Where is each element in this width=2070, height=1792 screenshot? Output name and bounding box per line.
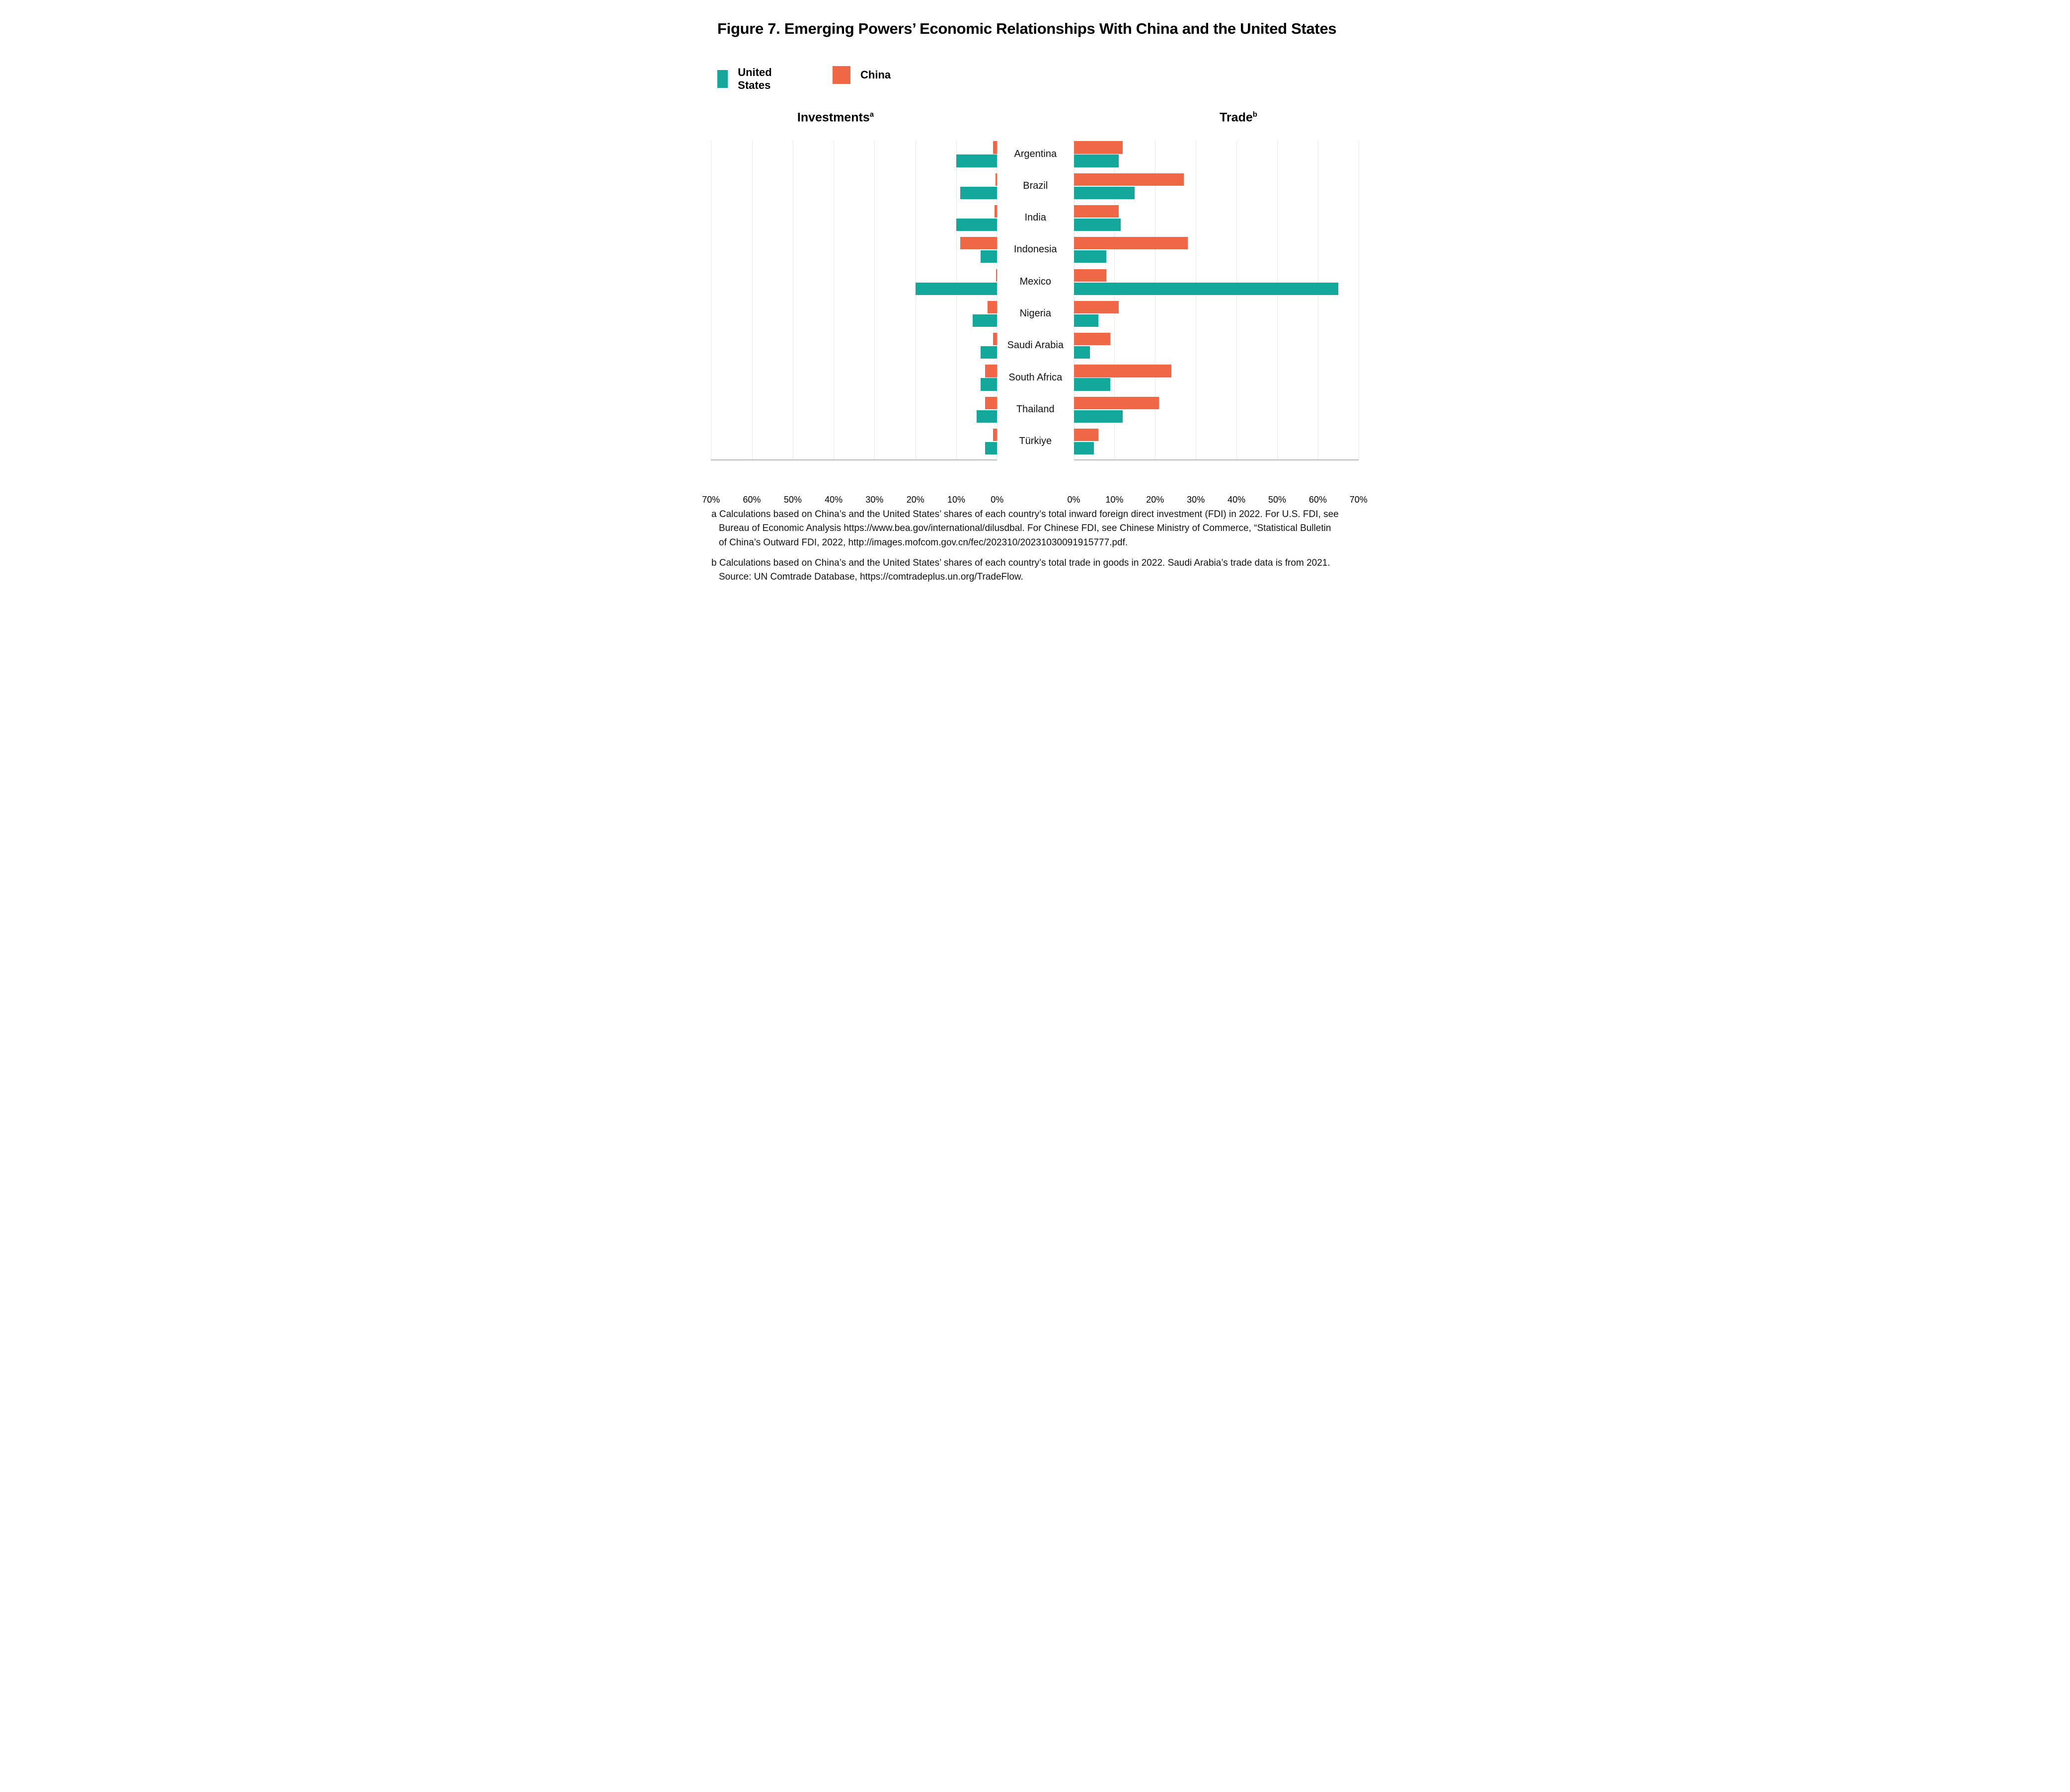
country-label-indonesia: Indonesia bbox=[1013, 244, 1057, 255]
country-label-mexico: Mexico bbox=[1019, 276, 1051, 287]
right-gridline bbox=[1114, 141, 1115, 460]
bar-investment-united-states-brazil bbox=[960, 186, 997, 199]
bar-investment-china-saudi-arabia bbox=[993, 333, 997, 346]
bar-trade-united-states-india bbox=[1073, 218, 1121, 231]
investments-footnote-marker: a bbox=[869, 110, 874, 119]
bar-investment-china-mexico bbox=[996, 269, 997, 282]
bar-investment-china-india bbox=[994, 205, 997, 218]
bar-trade-united-states-indonesia bbox=[1073, 250, 1107, 263]
trade-panel-header: Tradeb bbox=[1139, 110, 1338, 125]
left-axis-tick-label: 30% bbox=[865, 495, 884, 505]
left-axis-tick-label: 40% bbox=[825, 495, 843, 505]
bar-investment-china-thailand bbox=[985, 396, 997, 409]
country-label-india: India bbox=[1024, 212, 1046, 224]
country-label-thailand: Thailand bbox=[1016, 403, 1055, 415]
bar-trade-china-indonesia bbox=[1073, 237, 1188, 250]
country-label-south-africa: South Africa bbox=[1008, 372, 1063, 383]
trade-axis-line bbox=[1073, 459, 1359, 460]
right-axis-tick-label: 50% bbox=[1268, 495, 1287, 505]
right-axis-tick-label: 70% bbox=[1349, 495, 1368, 505]
left-gridline bbox=[956, 141, 957, 460]
right-gridline bbox=[1277, 141, 1278, 460]
left-axis-tick-label: 20% bbox=[906, 495, 924, 505]
country-label-brazil: Brazil bbox=[1023, 180, 1048, 191]
legend-label-china: China bbox=[860, 69, 891, 81]
bar-investment-united-states-india bbox=[956, 218, 997, 231]
investments-axis-line bbox=[711, 459, 997, 460]
bar-trade-united-states-south-africa bbox=[1073, 378, 1111, 391]
bar-investment-united-states-indonesia bbox=[981, 250, 997, 263]
bar-trade-china-india bbox=[1073, 205, 1119, 218]
bar-trade-china-south-africa bbox=[1073, 365, 1172, 377]
bar-investment-china-indonesia bbox=[960, 237, 997, 250]
bar-investment-united-states-south-africa bbox=[981, 378, 997, 391]
bar-investment-china-brazil bbox=[996, 173, 997, 186]
left-axis-tick-label: 50% bbox=[783, 495, 802, 505]
bar-trade-china-t-rkiye bbox=[1073, 429, 1098, 442]
right-axis-tick-label: 0% bbox=[1067, 495, 1080, 505]
investments-panel-header: Investmentsa bbox=[736, 110, 935, 125]
bar-investment-united-states-nigeria bbox=[972, 314, 997, 327]
bar-trade-china-saudi-arabia bbox=[1073, 333, 1111, 346]
bar-trade-china-argentina bbox=[1073, 141, 1123, 154]
bar-investment-united-states-mexico bbox=[915, 282, 997, 295]
diverging-bar-chart: 70% 60% 50% 40% 30% 20% 10% 0% 0% 10% 20% 30% 40% 50%… bbox=[690, 0, 1380, 597]
legend-item-china: China bbox=[833, 66, 891, 84]
right-axis-tick-label: 40% bbox=[1227, 495, 1246, 505]
united-states-swatch-icon bbox=[717, 70, 728, 88]
bar-trade-united-states-brazil bbox=[1073, 186, 1135, 199]
bar-investment-united-states-thailand bbox=[977, 410, 997, 423]
bar-trade-united-states-nigeria bbox=[1073, 314, 1098, 327]
bar-investment-united-states-t-rkiye bbox=[985, 442, 997, 455]
right-axis-tick-label: 30% bbox=[1187, 495, 1205, 505]
figure-title: Figure 7. Emerging Powers’ Economic Rela… bbox=[717, 20, 1337, 37]
left-axis-tick-label: 0% bbox=[991, 495, 1004, 505]
bar-trade-china-nigeria bbox=[1073, 300, 1119, 314]
bar-investment-china-south-africa bbox=[985, 365, 997, 377]
footnote-a: a Calculations based on China’s and the … bbox=[711, 509, 1339, 548]
trade-footnote-marker: b bbox=[1252, 110, 1257, 119]
legend-label-united-states: United States bbox=[738, 66, 772, 91]
bar-investment-china-t-rkiye bbox=[993, 429, 997, 442]
left-gridline bbox=[874, 141, 875, 460]
right-gridline bbox=[1236, 141, 1237, 460]
bar-trade-united-states-thailand bbox=[1073, 410, 1123, 423]
bar-investment-china-nigeria bbox=[988, 300, 997, 314]
figure-page: Figure 7. Emerging Powers’ Economic Rela… bbox=[690, 0, 1380, 597]
right-axis-tick-label: 60% bbox=[1308, 495, 1327, 505]
bar-trade-china-mexico bbox=[1073, 269, 1107, 282]
left-axis-tick-label: 70% bbox=[702, 495, 720, 505]
bar-trade-china-brazil bbox=[1073, 173, 1184, 186]
bar-investment-united-states-saudi-arabia bbox=[981, 346, 997, 359]
bar-trade-united-states-mexico bbox=[1073, 282, 1338, 295]
bar-investment-united-states-argentina bbox=[956, 154, 997, 167]
bar-investment-china-argentina bbox=[993, 141, 997, 154]
trade-header-text: Trade bbox=[1220, 110, 1253, 125]
bar-trade-united-states-argentina bbox=[1073, 154, 1119, 167]
left-axis-tick-label: 10% bbox=[947, 495, 966, 505]
investments-header-text: Investments bbox=[797, 110, 870, 125]
footnote-b: b Calculations based on China’s and the … bbox=[711, 558, 1330, 583]
left-gridline bbox=[752, 141, 753, 460]
china-swatch-icon bbox=[833, 66, 850, 84]
country-label-t-rkiye: Türkiye bbox=[1019, 436, 1052, 447]
country-label-argentina: Argentina bbox=[1014, 148, 1057, 159]
right-axis-tick-label: 10% bbox=[1105, 495, 1124, 505]
left-axis-tick-label: 60% bbox=[743, 495, 761, 505]
bar-trade-united-states-saudi-arabia bbox=[1073, 346, 1090, 359]
bar-trade-china-thailand bbox=[1073, 396, 1159, 409]
country-label-nigeria: Nigeria bbox=[1019, 308, 1051, 319]
right-axis-tick-label: 20% bbox=[1146, 495, 1164, 505]
bar-trade-united-states-t-rkiye bbox=[1073, 442, 1094, 455]
country-label-saudi-arabia: Saudi Arabia bbox=[1007, 340, 1064, 351]
legend-item-united-states: United States bbox=[717, 66, 779, 92]
